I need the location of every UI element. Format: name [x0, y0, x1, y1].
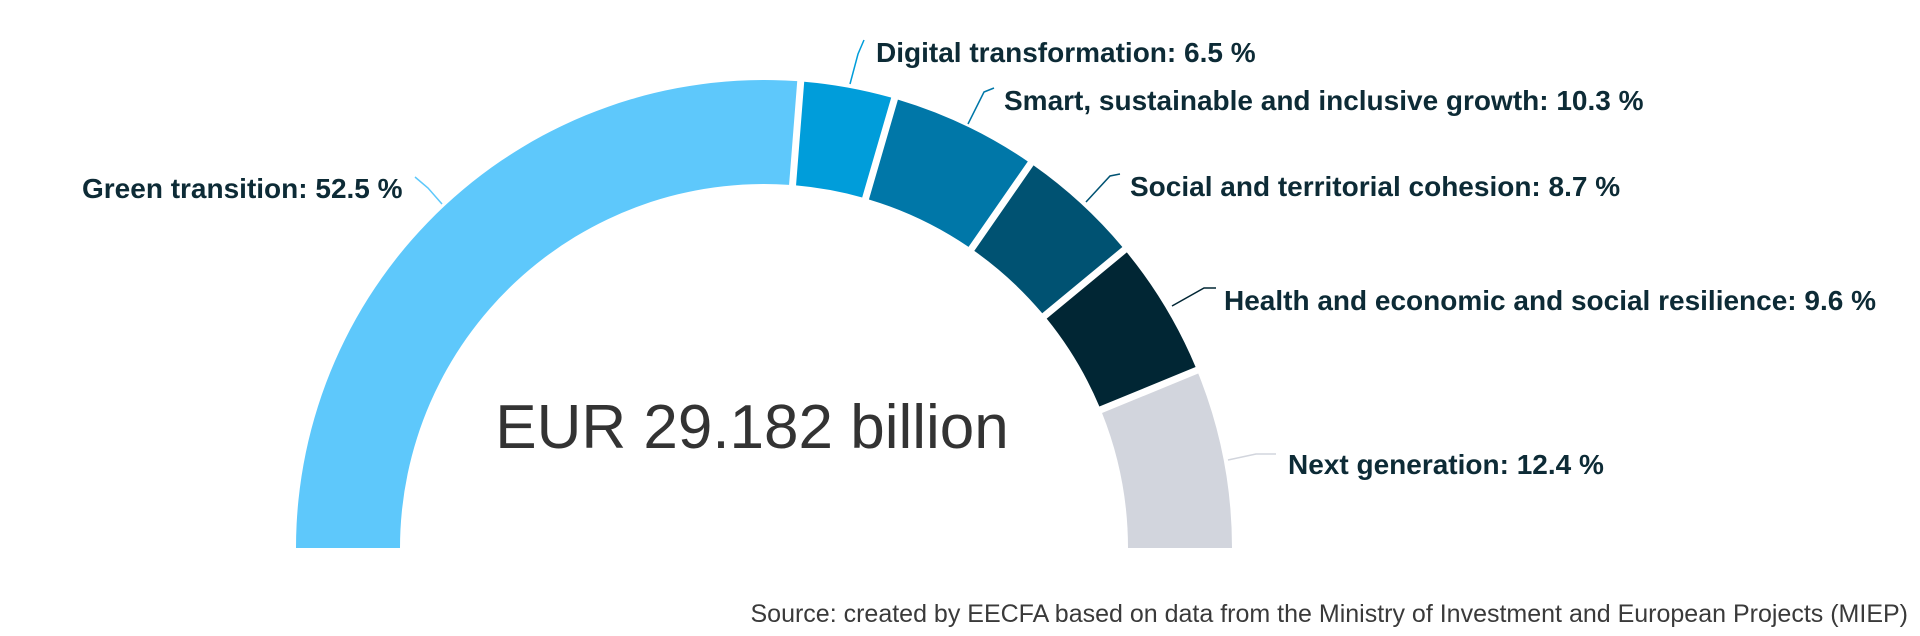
label-smart-sustainable-and-inclusive-growth: Smart, sustainable and inclusive growth:… [1004, 85, 1644, 116]
slice-next-generation [1102, 373, 1232, 548]
label-social-and-territorial-cohesion: Social and territorial cohesion: 8.7 % [1130, 171, 1620, 202]
leader-line-smart-sustainable-and-inclusive-growth [967, 87, 995, 125]
label-green-transition: Green transition: 52.5 % [82, 173, 403, 204]
slice-smart-sustainable-and-inclusive-growth [868, 99, 1028, 247]
label-health-and-economic-and-social-resilience: Health and economic and social resilienc… [1224, 285, 1876, 316]
leader-line-next-generation [1227, 453, 1276, 461]
slice-green-transition [296, 80, 798, 548]
leader-line-digital-transformation [849, 39, 865, 85]
slice-social-and-territorial-cohesion [974, 165, 1123, 314]
slice-labels: Green transition: 52.5 % Digital transfor… [82, 37, 1876, 480]
label-leader-lines [414, 39, 1276, 461]
source-note: Source: created by EECFA based on data f… [750, 600, 1908, 628]
chart-slices [296, 80, 1232, 548]
chart-total-label: EUR 29.182 billion [495, 393, 1009, 462]
leader-line-green-transition [414, 176, 443, 205]
leader-line-social-and-territorial-cohesion [1085, 173, 1121, 203]
leader-line-health-and-economic-and-social-resilience [1171, 287, 1216, 307]
slice-health-and-economic-and-social-resilience [1046, 252, 1196, 407]
label-next-generation: Next generation: 12.4 % [1288, 449, 1604, 480]
label-digital-transformation: Digital transformation: 6.5 % [876, 37, 1256, 68]
slice-digital-transformation [796, 81, 892, 198]
